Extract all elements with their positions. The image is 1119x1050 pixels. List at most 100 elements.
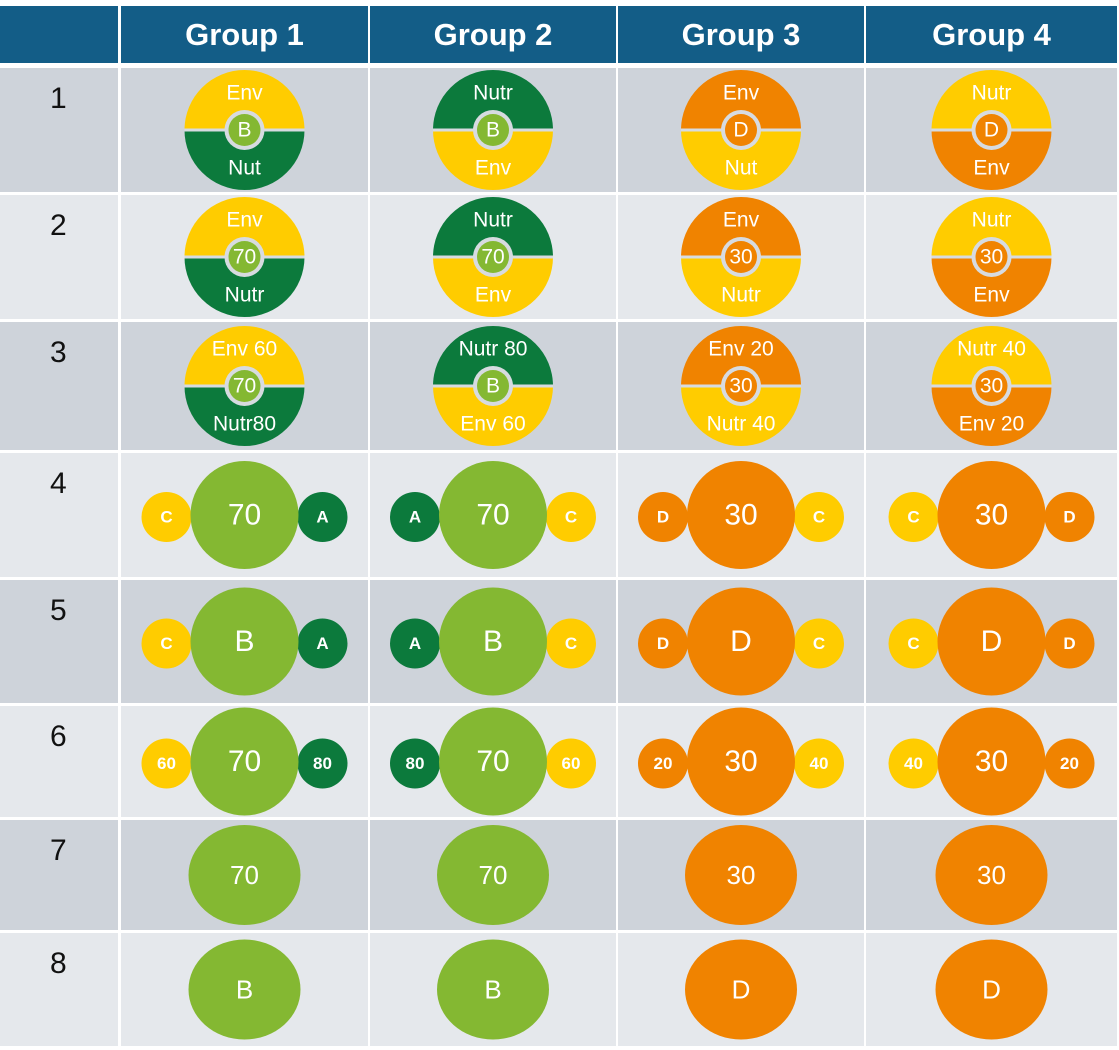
label-graphic: Env 60 Nutr80 70 [184,326,305,446]
label-graphic: Nutr Env D [931,70,1052,190]
bottom-half-label: Env [973,284,1010,307]
center-label: 30 [724,499,757,532]
center-label: 70 [476,745,509,778]
center-label: B [484,975,501,1005]
bottom-half-label: Env 60 [460,413,525,436]
center-disc [725,241,757,273]
group-1-variant-6: 60 80 70 [121,706,368,817]
row-number: 1 [50,82,67,115]
label-graphic: A C 70 [390,461,596,569]
center-label: B [234,625,254,658]
top-half-label: Env 20 [708,338,773,361]
row-number: 7 [50,834,67,867]
right-disc [1044,492,1095,542]
center-label: D [981,625,1003,658]
row-number: 5 [50,594,67,627]
top-half-segment [184,197,305,257]
left-disc [141,738,192,789]
left-disc [888,738,939,789]
right-disc [546,618,596,669]
group-1-variant-4: C A 70 [121,453,368,577]
center-label: 30 [729,375,752,398]
left-disc [888,618,939,669]
right-disc [794,738,844,789]
right-label: C [565,508,577,527]
center-disc [685,825,797,925]
right-disc [1044,738,1095,789]
group-4-variant-6: 40 20 30 [866,706,1117,817]
bottom-half-label: Nutr80 [213,413,276,436]
right-label: D [1063,634,1075,653]
group-3-variant-2: Env Nutr 30 [618,195,864,319]
right-disc [546,738,596,789]
group-2-variant-4: A C 70 [370,453,616,577]
right-label: 60 [562,754,581,773]
left-label: D [657,508,669,527]
center-label: D [732,975,751,1005]
left-label: C [160,508,172,527]
group-3-variant-3: Env 20 Nutr 40 30 [618,322,864,450]
top-half-segment [931,326,1052,386]
label-graphic: Env 20 Nutr 40 30 [681,326,801,446]
top-half-segment [433,326,553,386]
right-disc [297,618,348,669]
label-graphic: A CB [390,587,596,696]
group-4-variant-3: Nutr 40 Env 20 30 [866,322,1117,450]
bottom-half-label: Env [475,157,512,180]
row-number: 4 [50,467,67,500]
group-4-variant-1: Nutr Env D [866,68,1117,192]
top-half-label: Nutr [473,209,513,232]
top-half-label: Env [723,209,760,232]
label-graphic: 60 80 70 [141,707,348,816]
group-3-variant-7: 30 [618,820,864,930]
left-disc [141,492,192,542]
top-half-label: Nutr [972,82,1012,105]
bottom-half-label: Nut [228,157,261,180]
right-label: C [565,634,577,653]
center-label: D [730,625,752,658]
group-3-variant-6: 20 40 30 [618,706,864,817]
bottom-half-segment [931,386,1052,446]
center-disc [935,939,1048,1040]
group-4-variant-2: Nutr Env 30 [866,195,1117,319]
group-3-variant-1: Env Nut D [618,68,864,192]
label-graphic: Env Nut B [184,70,305,190]
center-disc [477,241,509,273]
center-disc [687,461,795,569]
left-disc [390,618,440,669]
label-graphic: Nutr 40 Env 20 30 [931,326,1052,446]
center-label: B [483,625,503,658]
top-half-label: Env [723,82,760,105]
top-half-segment [681,197,801,257]
right-label: A [316,508,328,527]
center-disc [439,461,547,569]
label-graphic: B [437,939,549,1040]
center-disc [437,825,549,925]
right-disc [546,492,596,542]
group-1-variant-8: B [121,933,368,1046]
left-disc [638,618,688,669]
group-header-2: Group 2 [370,6,616,63]
label-graphic: 80 60 70 [390,707,596,816]
row-label-cell: 8 [0,933,118,1046]
group-4-variant-7: 30 [866,820,1117,930]
top-half-label: Nutr 40 [957,338,1026,361]
center-disc [725,370,757,402]
label-graphic: 40 20 30 [888,707,1095,816]
group-2-variant-7: 70 [370,820,616,930]
center-disc [687,707,795,816]
bottom-half-segment [184,386,305,446]
center-label: 70 [481,246,504,269]
center-disc [439,707,547,816]
bottom-half-label: Env [973,157,1010,180]
center-label: 70 [233,375,256,398]
group-header-1: Group 1 [121,6,368,63]
center-disc [935,825,1048,925]
bottom-half-segment [681,257,801,317]
label-graphic: Env Nutr 70 [184,197,305,317]
label-graphic: C A 70 [141,461,348,569]
center-disc [188,825,301,925]
right-label: 20 [1060,754,1079,773]
right-label: 80 [313,754,332,773]
